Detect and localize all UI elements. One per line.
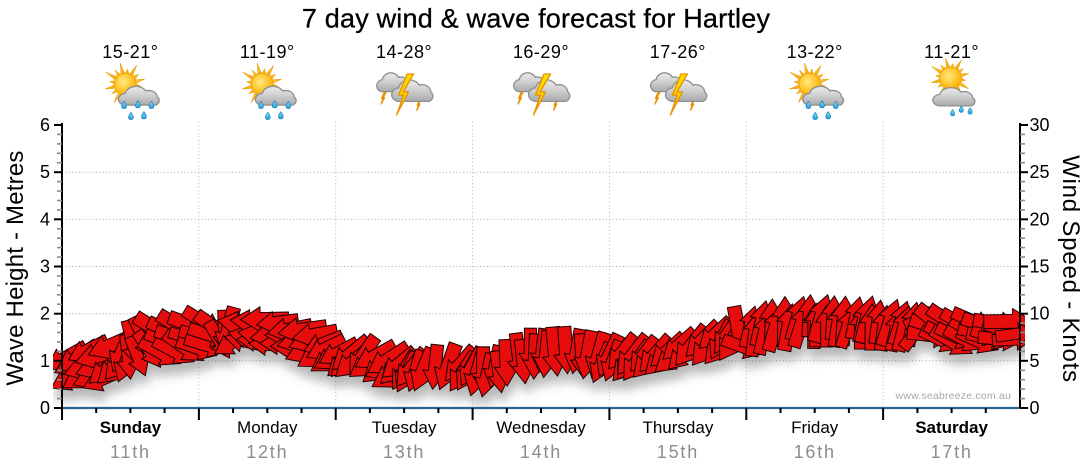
svg-text:Tuesday: Tuesday (372, 418, 437, 437)
svg-text:5: 5 (40, 162, 50, 182)
svg-text:20: 20 (1030, 209, 1050, 229)
svg-text:17-26°: 17-26° (650, 42, 706, 62)
svg-text:17th: 17th (930, 442, 972, 462)
svg-text:14-28°: 14-28° (376, 42, 432, 62)
svg-text:16-29°: 16-29° (513, 42, 569, 62)
svg-text:0: 0 (40, 398, 50, 418)
svg-text:14th: 14th (520, 442, 562, 462)
svg-text:Friday: Friday (791, 418, 839, 437)
svg-text:11-21°: 11-21° (924, 42, 979, 62)
svg-text:1: 1 (40, 351, 50, 371)
svg-text:30: 30 (1030, 115, 1050, 135)
svg-text:5: 5 (1030, 351, 1040, 371)
svg-text:Saturday: Saturday (915, 418, 988, 437)
svg-text:11-19°: 11-19° (240, 42, 295, 62)
svg-text:Wave Height - Metres: Wave Height - Metres (2, 150, 29, 385)
svg-text:10: 10 (1030, 304, 1050, 324)
svg-text:Sunday: Sunday (100, 418, 162, 437)
svg-text:Wind Speed - Knots: Wind Speed - Knots (1057, 155, 1080, 383)
svg-text:13-22°: 13-22° (787, 42, 843, 62)
svg-text:12th: 12th (246, 442, 288, 462)
svg-text:15th: 15th (657, 442, 699, 462)
svg-text:Wednesday: Wednesday (496, 418, 586, 437)
svg-text:2: 2 (40, 304, 50, 324)
svg-text:0: 0 (1030, 398, 1040, 418)
svg-text:13th: 13th (383, 442, 425, 462)
svg-text:6: 6 (40, 115, 50, 135)
svg-text:www.seabreeze.com.au: www.seabreeze.com.au (895, 390, 1011, 402)
svg-text:16th: 16th (794, 442, 836, 462)
svg-text:3: 3 (40, 257, 50, 277)
svg-text:25: 25 (1030, 162, 1050, 182)
svg-text:Thursday: Thursday (642, 418, 713, 437)
svg-text:11th: 11th (110, 442, 151, 462)
svg-text:4: 4 (40, 209, 50, 229)
svg-text:7 day wind & wave forecast for: 7 day wind & wave forecast for Hartley (302, 4, 771, 34)
svg-text:Monday: Monday (237, 418, 298, 437)
svg-text:15: 15 (1030, 257, 1050, 277)
svg-text:15-21°: 15-21° (102, 42, 158, 62)
